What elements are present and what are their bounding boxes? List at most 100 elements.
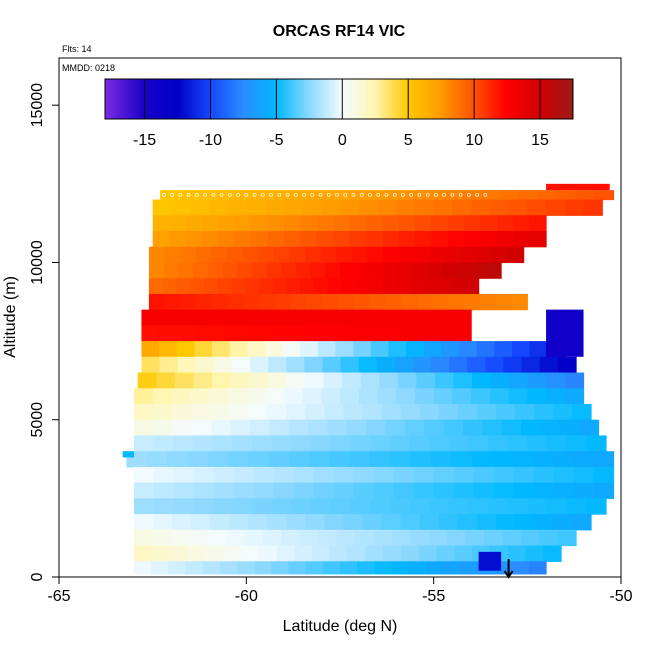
heatmap-cell <box>490 372 510 389</box>
heatmap-cell <box>152 199 172 216</box>
heatmap-cell <box>354 262 370 279</box>
heatmap-cell <box>267 231 285 248</box>
heatmap-cell <box>283 388 304 405</box>
heatmap-cell <box>222 262 238 279</box>
heatmap-cell <box>547 435 568 452</box>
heatmap-cell <box>302 388 322 405</box>
heatmap-cell <box>316 231 334 248</box>
heatmap-cell <box>339 262 355 279</box>
heatmap-cell <box>187 545 206 562</box>
heatmap-cell <box>246 388 266 405</box>
heatmap-cell <box>464 231 482 248</box>
track-point <box>170 192 174 197</box>
heatmap-cell <box>402 309 417 326</box>
heatmap-cell <box>173 466 195 484</box>
heatmap-cell <box>335 341 354 358</box>
heatmap-cell <box>227 293 245 311</box>
track-point <box>236 192 240 197</box>
heatmap-cell <box>458 341 478 358</box>
heatmap-cell <box>408 561 427 575</box>
heatmap-cell <box>340 561 358 575</box>
track-point <box>326 192 331 197</box>
heatmap-cell <box>137 372 157 389</box>
heatmap-cell <box>153 435 174 452</box>
heatmap-cell <box>350 435 371 452</box>
heatmap-cell <box>185 561 204 575</box>
heatmap-cell <box>396 388 416 405</box>
heatmap-cell <box>185 215 203 232</box>
heatmap-cell <box>533 482 555 499</box>
heatmap-cell <box>442 262 458 279</box>
heatmap-cell <box>546 199 566 216</box>
track-point <box>442 192 447 197</box>
heatmap-cell <box>393 466 415 484</box>
heatmap-cell <box>248 514 268 531</box>
heatmap-cell <box>476 341 495 358</box>
heatmap-cell <box>268 451 290 468</box>
heatmap-cell <box>258 246 275 264</box>
heatmap-cell <box>177 356 197 374</box>
heatmap-cell <box>201 231 219 248</box>
heatmap-cell <box>242 246 259 264</box>
heatmap-cell <box>148 246 166 264</box>
heatmap-cell <box>367 190 388 201</box>
heatmap-cell <box>425 561 444 575</box>
track-point <box>417 192 422 197</box>
heatmap-cell <box>168 325 184 342</box>
heatmap-cell <box>341 278 356 295</box>
heatmap-cell <box>457 404 478 421</box>
heatmap-cell <box>293 466 315 484</box>
heatmap-cell <box>229 341 248 358</box>
heatmap-cell <box>201 215 219 232</box>
heatmap-cell <box>402 325 417 342</box>
heatmap-cell <box>559 419 580 437</box>
heatmap-cell <box>416 325 431 342</box>
heatmap-cell <box>373 466 395 484</box>
heatmap-cell <box>409 498 430 515</box>
heatmap-cell <box>431 231 449 248</box>
heatmap-cell <box>291 498 312 515</box>
track-point <box>343 192 348 197</box>
heatmap-cell <box>533 466 555 484</box>
heatmap-cell <box>194 341 213 358</box>
heatmap-cell <box>409 278 425 295</box>
heatmap-cell <box>383 246 400 264</box>
heatmap-cell <box>486 262 502 279</box>
track-point <box>277 192 282 197</box>
heatmap-cell <box>273 190 293 201</box>
heatmap-cell <box>413 466 435 484</box>
track-point <box>392 192 397 197</box>
heatmap-cell <box>305 561 324 575</box>
heatmap-cell <box>357 561 375 575</box>
heatmap-cell <box>322 293 339 311</box>
heatmap-cell <box>155 309 170 326</box>
heatmap-cell <box>288 451 310 468</box>
heatmap-cell <box>152 404 173 421</box>
heatmap-cell <box>547 498 568 515</box>
heatmap-cell <box>386 190 407 201</box>
heatmap-cell <box>271 435 292 452</box>
track-point <box>244 192 249 197</box>
heatmap-cell <box>250 419 271 437</box>
heatmap-cell <box>507 498 528 515</box>
heatmap-cell <box>212 435 233 452</box>
heatmap-cell <box>358 199 379 216</box>
track-point <box>252 192 257 197</box>
heatmap-cell <box>489 199 510 216</box>
heatmap-cell <box>236 561 255 575</box>
heatmap-cell <box>481 190 501 201</box>
heatmap-cell <box>381 514 402 531</box>
heatmap-cell <box>185 231 203 248</box>
heatmap-cell <box>464 215 482 232</box>
heatmap-cell <box>451 278 466 295</box>
heatmap-cell <box>269 419 290 437</box>
track-point <box>368 192 372 197</box>
heatmap-cell <box>433 199 453 216</box>
heatmap-cell <box>349 231 367 248</box>
heatmap-cell <box>454 545 473 562</box>
heatmap-cell <box>423 341 442 358</box>
heatmap-cell <box>394 356 414 374</box>
heatmap-cell <box>311 190 331 201</box>
heatmap-cell <box>254 561 272 575</box>
heatmap-cell <box>452 199 472 216</box>
